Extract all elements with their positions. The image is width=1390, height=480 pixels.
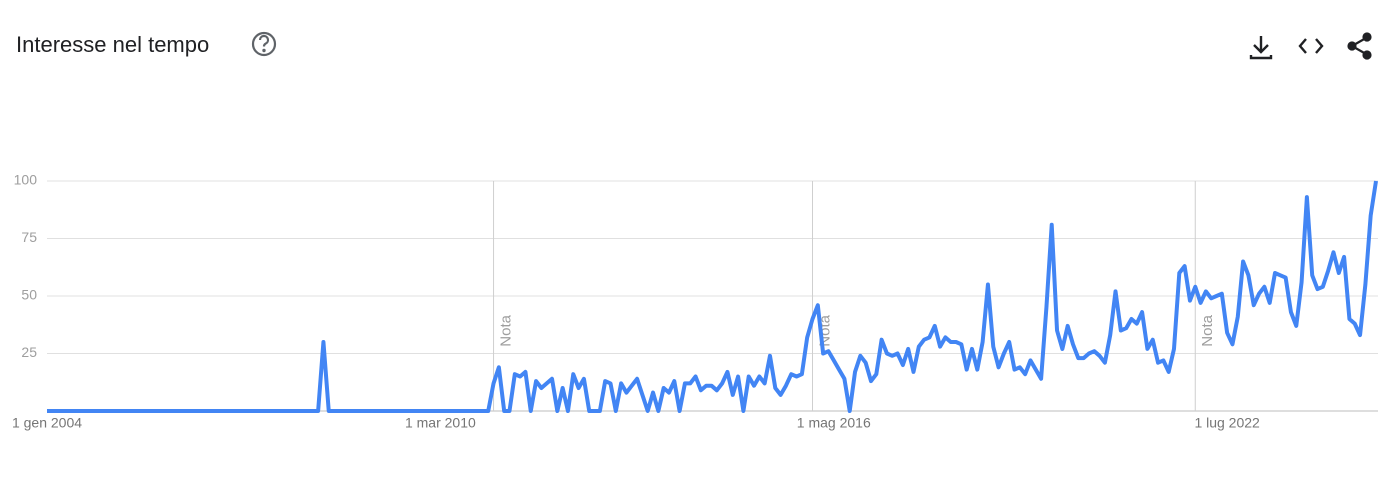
y-tick-label: 25 bbox=[21, 344, 37, 360]
note-label: Nota bbox=[1199, 314, 1216, 346]
x-tick-label: 1 gen 2004 bbox=[12, 415, 82, 431]
embed-icon[interactable] bbox=[1298, 38, 1324, 54]
x-tick-label: 1 mag 2016 bbox=[797, 415, 871, 431]
series-line bbox=[47, 180, 1378, 413]
chart-title: Interesse nel tempo bbox=[16, 32, 209, 57]
share-icon[interactable] bbox=[1347, 32, 1372, 60]
x-tick-label: 1 lug 2022 bbox=[1194, 415, 1260, 431]
help-icon[interactable] bbox=[251, 31, 277, 57]
y-tick-label: 75 bbox=[21, 229, 37, 245]
note-label: Nota bbox=[498, 314, 515, 346]
x-tick-label: 1 mar 2010 bbox=[405, 415, 476, 431]
y-tick-label: 100 bbox=[14, 172, 38, 188]
download-icon[interactable] bbox=[1249, 36, 1273, 60]
y-tick-label: 50 bbox=[21, 287, 37, 303]
